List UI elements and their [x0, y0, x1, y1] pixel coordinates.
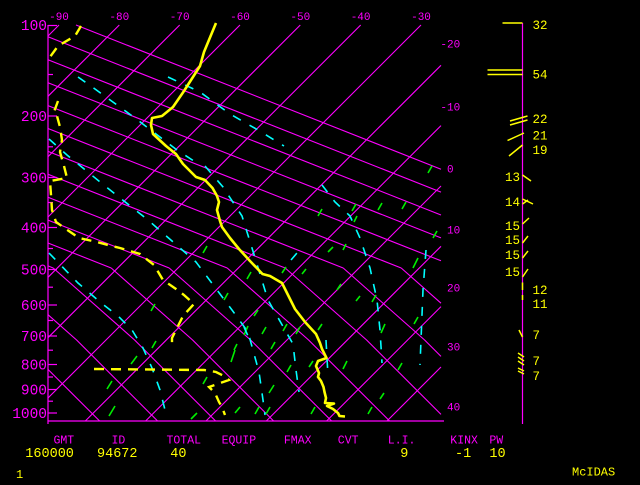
svg-text:15: 15	[505, 249, 520, 263]
svg-text:-10: -10	[440, 103, 460, 115]
svg-text:19: 19	[533, 144, 548, 158]
svg-text:40: 40	[170, 447, 186, 462]
svg-text:GMT: GMT	[54, 435, 75, 448]
svg-text:14: 14	[505, 196, 520, 210]
svg-text:McIDAS: McIDAS	[572, 466, 615, 480]
svg-text:700: 700	[21, 330, 47, 346]
svg-text:22: 22	[533, 113, 548, 127]
svg-text:-40: -40	[351, 12, 371, 24]
svg-text:1: 1	[16, 468, 23, 480]
svg-text:94672: 94672	[97, 447, 138, 462]
svg-text:-70: -70	[170, 12, 190, 24]
svg-text:7: 7	[533, 370, 541, 384]
svg-text:-80: -80	[109, 12, 129, 24]
svg-text:10: 10	[447, 226, 460, 238]
svg-text:20: 20	[447, 284, 460, 296]
svg-text:7: 7	[533, 329, 541, 343]
svg-text:9: 9	[400, 447, 408, 462]
svg-text:40: 40	[447, 403, 460, 415]
svg-text:-1: -1	[455, 447, 471, 462]
svg-text:54: 54	[533, 69, 548, 83]
svg-text:15: 15	[505, 220, 520, 234]
svg-text:300: 300	[21, 172, 47, 188]
svg-text:-20: -20	[440, 40, 460, 52]
svg-text:EQUIP: EQUIP	[222, 435, 257, 448]
svg-text:ID: ID	[112, 435, 126, 448]
svg-text:KINX: KINX	[450, 435, 478, 448]
svg-text:CVT: CVT	[338, 435, 359, 448]
svg-text:-60: -60	[230, 12, 250, 24]
svg-text:-50: -50	[290, 12, 310, 24]
svg-text:13: 13	[505, 171, 520, 185]
svg-text:32: 32	[533, 19, 548, 33]
svg-text:800: 800	[21, 359, 47, 375]
svg-text:15: 15	[505, 266, 520, 280]
svg-text:FMAX: FMAX	[284, 435, 312, 448]
svg-text:400: 400	[21, 222, 47, 238]
svg-text:30: 30	[447, 343, 460, 355]
svg-text:160000: 160000	[25, 447, 74, 462]
svg-text:TOTAL: TOTAL	[167, 435, 202, 448]
svg-text:0: 0	[447, 165, 454, 177]
svg-text:1000: 1000	[12, 407, 47, 423]
svg-text:21: 21	[533, 130, 548, 144]
svg-text:500: 500	[21, 264, 47, 280]
svg-text:-90: -90	[49, 12, 69, 24]
svg-text:200: 200	[21, 110, 47, 126]
svg-text:100: 100	[21, 19, 47, 35]
svg-text:11: 11	[533, 298, 548, 312]
svg-text:PW: PW	[489, 435, 503, 448]
svg-text:12: 12	[533, 284, 548, 298]
svg-text:7: 7	[533, 355, 541, 369]
svg-text:L.I.: L.I.	[388, 435, 416, 448]
svg-text:900: 900	[21, 384, 47, 400]
svg-text:10: 10	[489, 447, 505, 462]
svg-text:15: 15	[505, 234, 520, 248]
svg-text:600: 600	[21, 299, 47, 315]
svg-text:-30: -30	[411, 12, 431, 24]
